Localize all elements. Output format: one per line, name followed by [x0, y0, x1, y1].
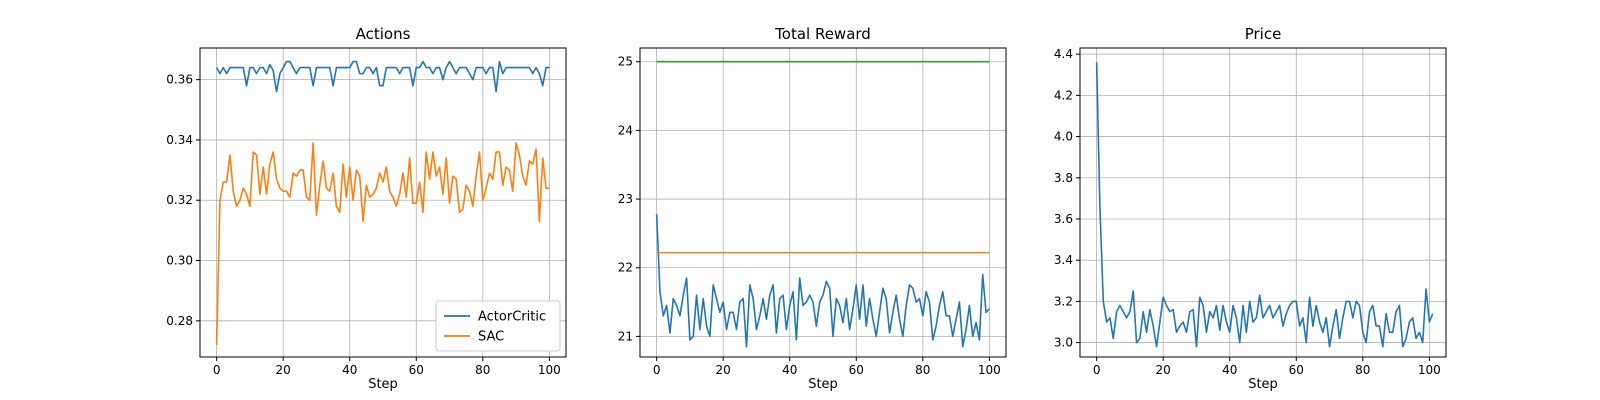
x-tick-label: 60 — [1289, 363, 1304, 377]
x-tick-label: 20 — [276, 363, 291, 377]
y-tick-label: 0.28 — [166, 314, 193, 328]
x-tick-label: 60 — [849, 363, 864, 377]
axes-frame — [1079, 47, 1447, 358]
y-tick-label: 3.2 — [1054, 294, 1073, 308]
x-tick-label: 40 — [782, 363, 797, 377]
chart-title: Actions — [356, 25, 411, 43]
y-tick-label: 22 — [618, 261, 633, 275]
chart-title: Total Reward — [774, 25, 871, 43]
legend: ActorCritic SAC — [435, 300, 561, 352]
legend-label: SAC — [478, 330, 504, 345]
axes-frame — [639, 47, 1007, 358]
x-tick-label: 40 — [342, 363, 357, 377]
y-tick-label: 3.8 — [1054, 171, 1073, 185]
x-axis-label: Step — [368, 377, 398, 392]
y-tick-label: 0.30 — [166, 254, 193, 268]
x-tick-label: 60 — [409, 363, 424, 377]
x-tick-label: 0 — [1093, 363, 1101, 377]
chart-panel-2: 0 20 40 60 80 100 21 22 23 24 25 Total Reward Step — [618, 25, 1007, 392]
chart-panel-1: 0 20 40 60 80 100 0.28 0.30 0.32 0.34 0.36 Actions S… — [166, 25, 567, 392]
x-tick-label: 80 — [475, 363, 490, 377]
y-tick-label: 3.0 — [1054, 336, 1073, 350]
x-tick-label: 20 — [716, 363, 731, 377]
series-line-1 — [655, 214, 990, 348]
x-tick-label: 100 — [1418, 363, 1441, 377]
x-tick-label: 0 — [653, 363, 661, 377]
y-tick-label: 4.0 — [1054, 130, 1073, 144]
y-tick-label: 25 — [618, 55, 633, 69]
y-tick-label: 4.2 — [1054, 88, 1073, 102]
y-tick-label: 21 — [618, 329, 633, 343]
series-line-sac — [215, 142, 550, 345]
y-tick-label: 0.34 — [166, 133, 193, 147]
chart-title: Price — [1245, 25, 1282, 43]
legend-box — [435, 300, 561, 352]
y-tick-label: 0.36 — [166, 73, 193, 87]
y-tick-label: 4.4 — [1054, 47, 1073, 61]
y-tick-label: 3.6 — [1054, 212, 1073, 226]
y-tick-label: 0.32 — [166, 193, 193, 207]
axes-frame — [199, 47, 567, 358]
x-tick-label: 40 — [1222, 363, 1237, 377]
y-tick-label: 3.4 — [1054, 253, 1073, 267]
series-line-actorcritic — [215, 60, 550, 93]
y-tick-label: 23 — [618, 192, 633, 206]
x-tick-label: 80 — [915, 363, 930, 377]
legend-label: ActorCritic — [478, 310, 546, 325]
x-tick-label: 100 — [978, 363, 1001, 377]
x-tick-label: 20 — [1156, 363, 1171, 377]
x-tick-label: 100 — [538, 363, 561, 377]
x-tick-label: 0 — [213, 363, 221, 377]
x-tick-label: 80 — [1355, 363, 1370, 377]
x-axis-label: Step — [808, 377, 838, 392]
chart-panel-3: 0 20 40 60 80 100 3.0 3.2 3.4 3.6 3.8 4.0 4.2 4.4 Pric… — [1054, 25, 1447, 392]
x-axis-label: Step — [1248, 377, 1278, 392]
series-line-1 — [1095, 62, 1434, 348]
y-tick-label: 24 — [618, 123, 633, 137]
